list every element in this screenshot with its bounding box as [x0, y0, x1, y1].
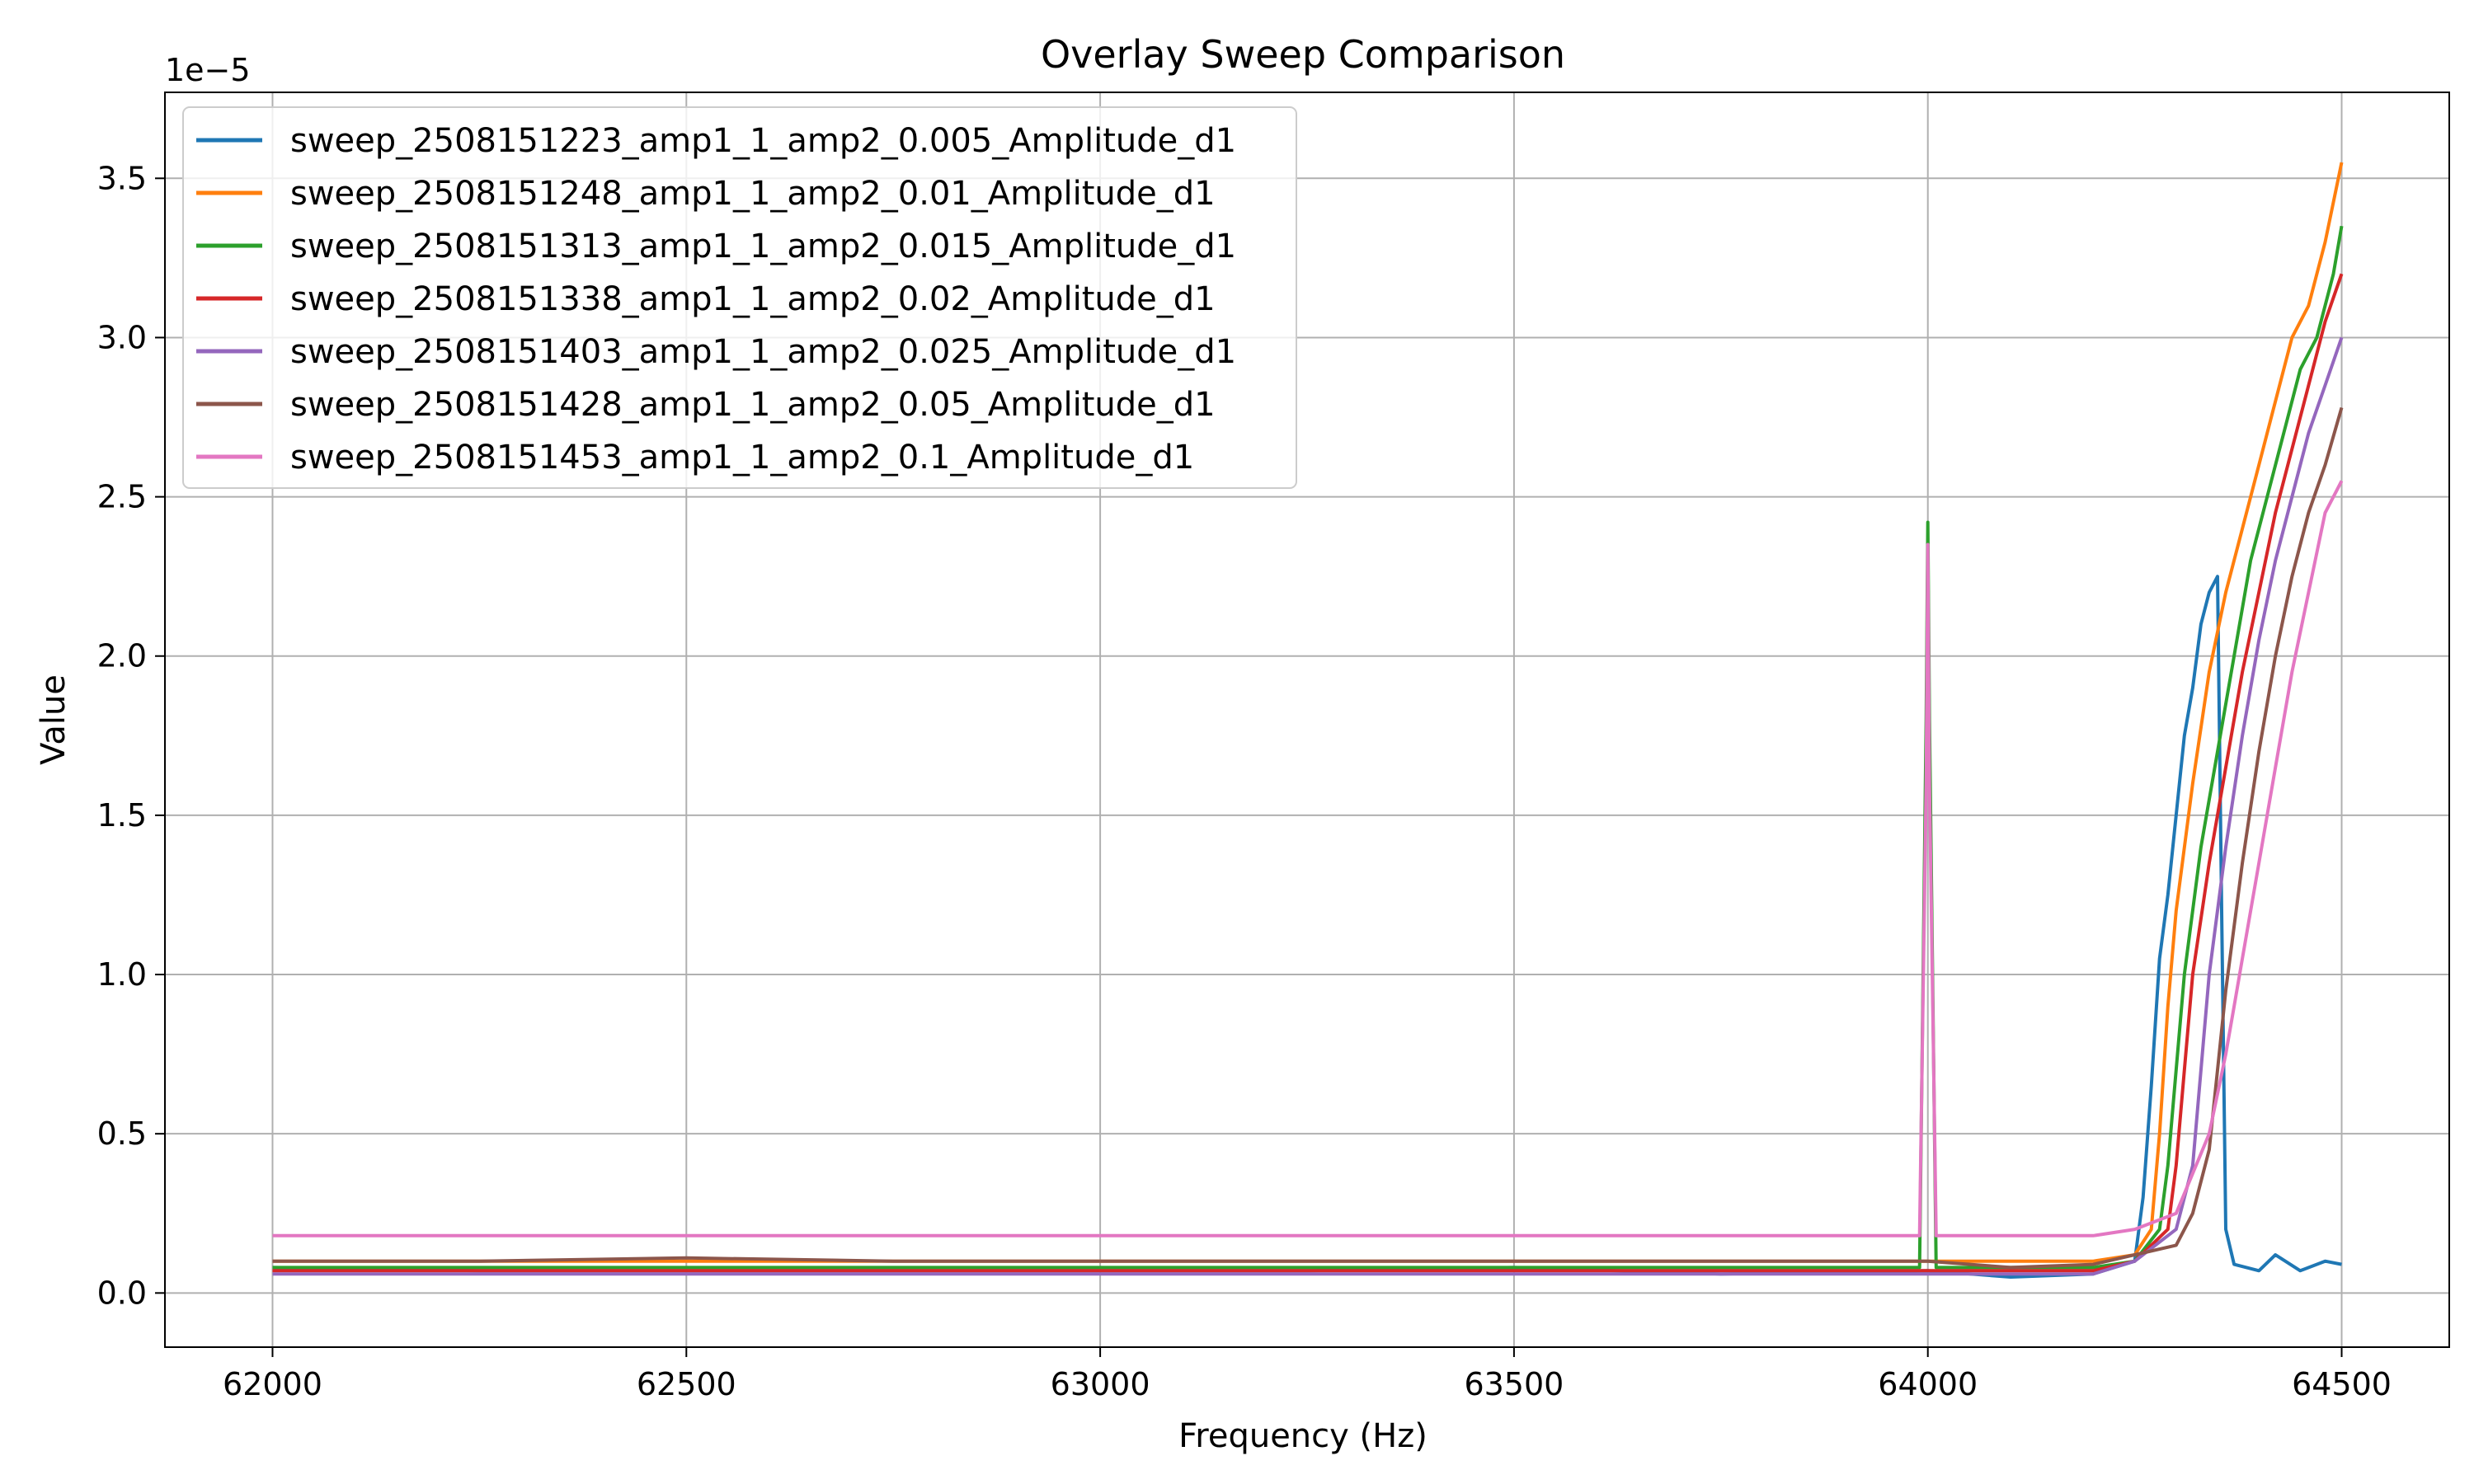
x-tick-label: 63500	[1464, 1366, 1564, 1402]
series-line-7	[272, 480, 2344, 1237]
x-tick-label: 64000	[1878, 1366, 1978, 1402]
chart-title: Overlay Sweep Comparison	[1041, 32, 1565, 77]
y-tick-label: 2.5	[97, 479, 147, 515]
legend-entry: sweep_2508151313_amp1_1_amp2_0.015_Ampli…	[290, 228, 1236, 265]
series-line-5	[272, 336, 2344, 1276]
x-tick-label: 63000	[1051, 1366, 1150, 1402]
y-tick-label: 0.0	[97, 1275, 147, 1311]
legend: sweep_2508151223_amp1_1_amp2_0.005_Ampli…	[182, 106, 1297, 489]
legend-entry: sweep_2508151403_amp1_1_amp2_0.025_Ampli…	[290, 333, 1236, 371]
x-axis-label: Frequency (Hz)	[1178, 1417, 1427, 1455]
x-axis-ticks: 62000 62500 63000 63500 64000 64500	[223, 1347, 2392, 1402]
y-tick-label: 3.0	[97, 319, 147, 355]
y-axis-label: Value	[35, 674, 73, 765]
plot-frame	[164, 92, 2450, 1348]
y-tick-label: 2.0	[97, 638, 147, 674]
legend-entry: sweep_2508151223_amp1_1_amp2_0.005_Ampli…	[290, 122, 1236, 160]
y-tick-label: 1.0	[97, 956, 147, 993]
legend-entry: sweep_2508151453_amp1_1_amp2_0.1_Amplitu…	[290, 439, 1194, 477]
series-line-4	[272, 273, 2344, 1273]
x-tick-label: 64500	[2292, 1366, 2392, 1402]
y-offset-label: 1e−5	[165, 52, 251, 88]
y-tick-label: 1.5	[97, 797, 147, 834]
series-line-6	[272, 406, 2344, 1270]
legend-box	[182, 106, 1297, 489]
legend-entry: sweep_2508151428_amp1_1_amp2_0.05_Amplit…	[290, 386, 1216, 424]
x-tick-label: 62000	[223, 1366, 322, 1402]
legend-entry: sweep_2508151338_amp1_1_amp2_0.02_Amplit…	[290, 280, 1216, 318]
x-tick-label: 62500	[637, 1366, 736, 1402]
y-tick-label: 3.5	[97, 160, 147, 196]
legend-entry: sweep_2508151248_amp1_1_amp2_0.01_Amplit…	[290, 175, 1216, 213]
y-tick-label: 0.5	[97, 1115, 147, 1152]
series-lines	[272, 162, 2344, 1279]
y-axis-ticks: 0.0 0.5 1.0 1.5 2.0 2.5 3.0 3.5	[97, 160, 165, 1311]
